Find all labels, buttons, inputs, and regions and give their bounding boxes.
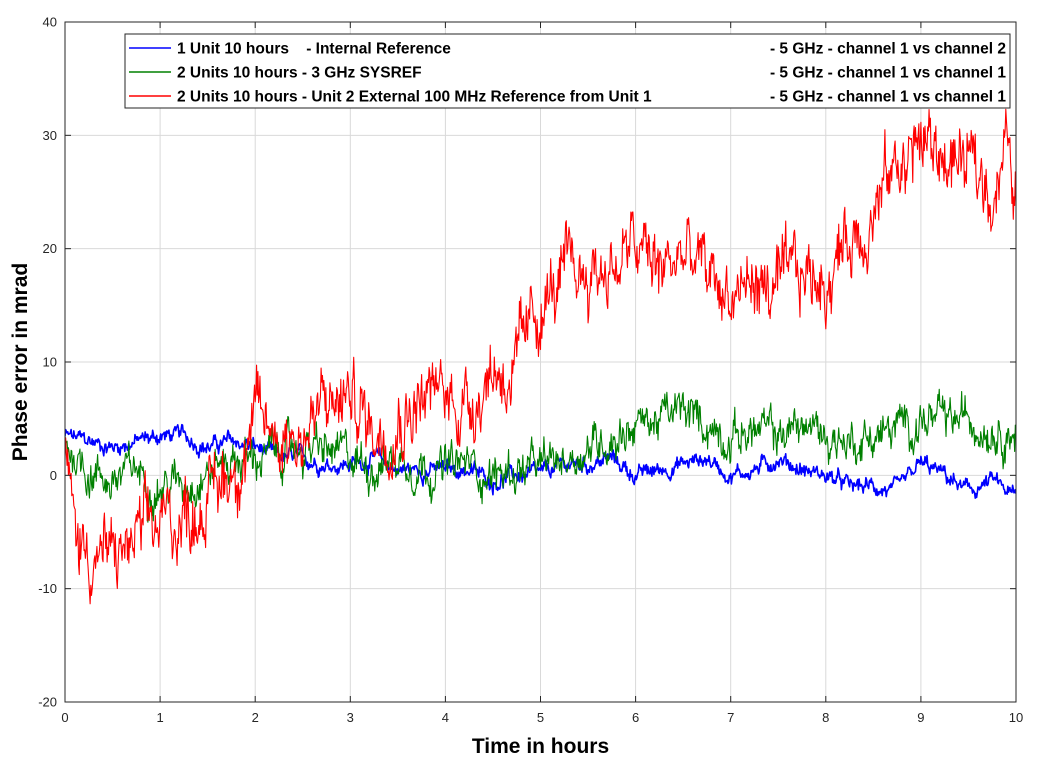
legend-box (124, 33, 1011, 109)
legend-entry: 2 Units 10 hours - 3 GHz SYSREF - 5 GHz -… (129, 65, 1006, 82)
legend-entry: 2 Units 10 hours - Unit 2 External 100 M… (129, 89, 1006, 106)
x-tick-label: 5 (537, 710, 544, 725)
y-tick-label: 0 (50, 468, 57, 483)
legend: 1 Unit 10 hours - Internal Reference - 5 … (124, 33, 1011, 109)
y-tick-label: -20 (38, 695, 57, 710)
x-tick-label: 6 (632, 710, 639, 725)
legend-label: 1 Unit 10 hours - Internal Reference (177, 41, 451, 58)
series-line-1 (65, 423, 1016, 499)
y-axis-label: Phase error in mrad (9, 263, 32, 461)
x-tick-label: 2 (252, 710, 259, 725)
legend-suffix: - 5 GHz - channel 1 vs channel 1 (770, 89, 1006, 106)
x-axis-label: Time in hours (472, 735, 609, 758)
x-tick-label: 9 (917, 710, 924, 725)
series-line-2 (65, 388, 1016, 523)
legend-suffix: - 5 GHz - channel 1 vs channel 2 (770, 41, 1006, 58)
x-tick-label: 0 (61, 710, 68, 725)
x-tick-label: 3 (347, 710, 354, 725)
legend-entry: 1 Unit 10 hours - Internal Reference - 5 … (129, 41, 1006, 58)
y-tick-label: -10 (38, 581, 57, 596)
x-tick-label: 8 (822, 710, 829, 725)
axis-ticks: 0 1 2 3 4 5 6 7 8 9 10 -20 -10 0 10 20 30 40 (38, 15, 1023, 726)
legend-label: 2 Units 10 hours - Unit 2 External 100 M… (177, 89, 652, 106)
y-tick-label: 40 (43, 15, 57, 30)
x-tick-label: 10 (1009, 710, 1023, 725)
y-tick-label: 20 (43, 241, 57, 256)
y-tick-label: 30 (43, 128, 57, 143)
x-tick-label: 7 (727, 710, 734, 725)
series-line-3 (65, 108, 1016, 605)
y-tick-label: 10 (43, 355, 57, 370)
legend-label: 2 Units 10 hours - 3 GHz SYSREF (177, 65, 422, 82)
legend-suffix: - 5 GHz - channel 1 vs channel 1 (770, 65, 1006, 82)
plot-area (65, 108, 1016, 605)
x-tick-label: 4 (442, 710, 449, 725)
x-tick-label: 1 (156, 710, 163, 725)
